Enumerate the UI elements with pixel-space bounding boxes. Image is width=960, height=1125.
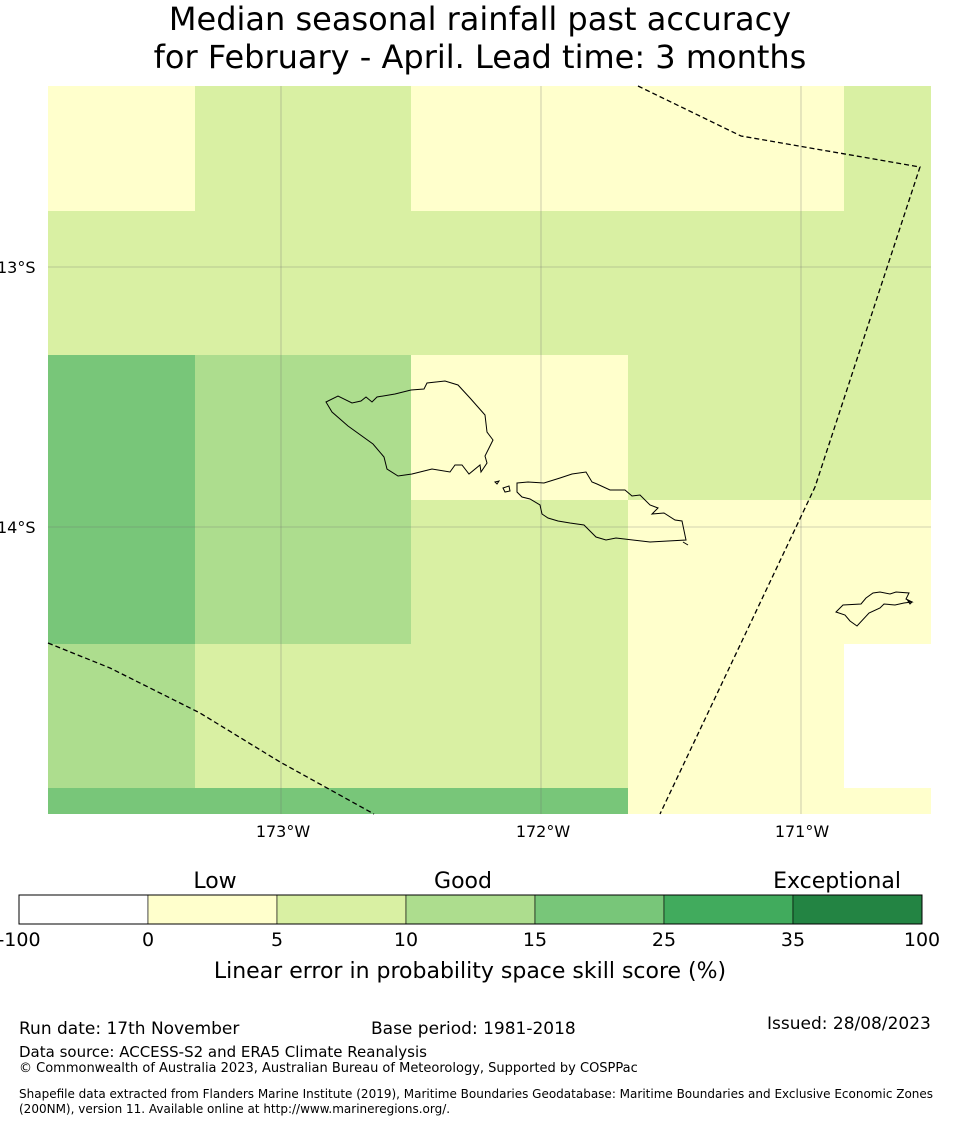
tick-label: 35 xyxy=(781,929,805,951)
lat-axis-labels: 13°S 14°S xyxy=(0,258,36,537)
eez-tail xyxy=(682,541,689,546)
tick-label: 5 xyxy=(271,929,283,951)
lon-label-171w: 171°W xyxy=(775,822,830,841)
lat-label-13s: 13°S xyxy=(0,258,36,277)
grid-cell xyxy=(628,644,844,788)
grid-cell xyxy=(195,500,411,644)
colorbar-swatch xyxy=(147,894,278,925)
colorbar-swatch xyxy=(792,894,923,925)
island-apolima xyxy=(494,480,501,485)
data-source: Data source: ACCESS-S2 and ERA5 Climate … xyxy=(19,1043,427,1061)
colorbar-categories: Low Good Exceptional xyxy=(193,869,901,894)
grid-cell xyxy=(628,355,931,500)
colorbar-ticks: -100 0 5 10 15 25 35 100 xyxy=(0,929,940,951)
colorbar-swatch xyxy=(18,894,149,925)
lon-label-172w: 172°W xyxy=(516,822,571,841)
island-upolu xyxy=(516,471,687,543)
tick-label: 25 xyxy=(652,929,676,951)
grid-cell xyxy=(411,86,844,211)
category-low: Low xyxy=(193,869,236,894)
colorbar-swatch xyxy=(276,894,407,925)
eez-boundary-southwest xyxy=(47,642,375,815)
grid-cell xyxy=(411,500,628,644)
grid-cell xyxy=(844,644,931,788)
colorbar-axis-label: Linear error in probability space skill … xyxy=(214,959,726,984)
colorbar-swatch xyxy=(534,894,665,925)
base-period: Base period: 1981-2018 xyxy=(371,1019,576,1039)
eez-boundaries xyxy=(47,85,921,815)
colorbar: Low Good Exceptional -100 0 5 10 15 25 3… xyxy=(0,869,940,984)
lon-label-173w: 173°W xyxy=(256,822,311,841)
grid-cell xyxy=(48,86,195,211)
title-line-2: for February - April. Lead time: 3 month… xyxy=(153,38,807,76)
island-manono xyxy=(502,485,511,493)
grid-cell xyxy=(628,788,931,814)
grid-cell xyxy=(195,644,628,788)
category-exceptional: Exceptional xyxy=(773,869,901,894)
colorbar-swatches xyxy=(18,894,923,925)
graticule xyxy=(48,86,931,814)
island-aunuu xyxy=(906,600,913,605)
grid-cell xyxy=(48,788,628,814)
tick-label: 100 xyxy=(904,929,940,951)
tick-label: 10 xyxy=(394,929,418,951)
eez-boundary-northeast xyxy=(637,85,921,815)
shapefile-credit: Shapefile data extracted from Flanders M… xyxy=(19,1087,934,1116)
grid-cell xyxy=(48,644,195,788)
island-tutuila xyxy=(835,591,914,627)
map-title: Median seasonal rainfall past accuracy f… xyxy=(0,0,960,76)
tick-label: 0 xyxy=(142,929,154,951)
lon-axis-labels: 173°W 172°W 171°W xyxy=(256,822,830,841)
colorbar-swatch xyxy=(405,894,536,925)
category-good: Good xyxy=(434,869,492,894)
island-savaii xyxy=(325,380,494,477)
grid-cell xyxy=(195,86,411,211)
colorbar-swatch xyxy=(663,894,794,925)
tick-label: -100 xyxy=(0,929,41,951)
grid-cell xyxy=(628,500,931,644)
grid-cell xyxy=(844,86,931,211)
grid-cell xyxy=(411,355,628,500)
tick-label: 15 xyxy=(523,929,547,951)
colorbar-frame xyxy=(18,894,923,925)
issued-date: Issued: 28/08/2023 xyxy=(767,1014,931,1034)
islands xyxy=(325,380,914,627)
skill-grid xyxy=(48,86,931,814)
skill-map: 13°S 14°S 173°W 172°W 171°W xyxy=(0,85,931,841)
grid-cell xyxy=(48,500,195,644)
lat-label-14s: 14°S xyxy=(0,518,36,537)
grid-cell xyxy=(48,355,195,500)
title-line-1: Median seasonal rainfall past accuracy xyxy=(168,0,792,38)
grid-cell xyxy=(195,355,411,500)
run-date: Run date: 17th November xyxy=(19,1019,240,1039)
grid-cell xyxy=(48,211,931,355)
copyright: © Commonwealth of Australia 2023, Austra… xyxy=(19,1061,638,1076)
